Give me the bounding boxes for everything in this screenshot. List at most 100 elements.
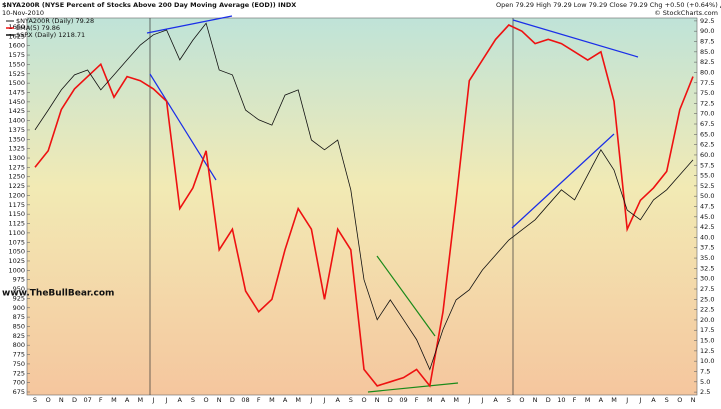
y-tick-label: 1500 (8, 79, 25, 87)
legend-title: $NYA200R (Daily) 79.28 (16, 17, 94, 25)
y2-tick-label: 50.0 (700, 192, 714, 200)
ohlc-info: Open 79.29 High 79.29 Low 79.29 Close 79… (496, 1, 721, 9)
y2-tick-label: 12.5 (700, 347, 714, 355)
x-tick-label: J (625, 396, 628, 404)
trendline (367, 382, 459, 393)
x-tick-label: S (349, 396, 353, 404)
x-tick-label: J (151, 396, 154, 404)
y-tick-label: 800 (13, 341, 25, 349)
y-tick-label: 750 (13, 360, 25, 368)
y2-tick-label: 82.5 (700, 58, 714, 66)
x-tick-label: N (691, 396, 696, 404)
x-tick-label: A (125, 396, 130, 404)
y-tick-label: 1050 (8, 248, 25, 256)
y2-tick-label: 85.0 (700, 48, 714, 56)
y2-tick-label: 40.0 (700, 233, 714, 241)
trendline (149, 73, 217, 181)
y-tick-label: 1150 (8, 210, 25, 218)
y2-tick-label: 30.0 (700, 275, 714, 283)
y2-tick-label: 52.5 (700, 182, 714, 190)
x-tick-label: A (335, 396, 340, 404)
y-tick-label: 1300 (8, 154, 25, 162)
series-line (34, 24, 694, 388)
y-tick-label: 1250 (8, 173, 25, 181)
y2-tick-label: 10.0 (700, 357, 714, 365)
y2-tick-label: 25.0 (700, 295, 714, 303)
x-tick-label: A (651, 396, 656, 404)
y2-tick-label: 55.0 (700, 172, 714, 180)
y2-tick-label: 92.5 (700, 17, 714, 25)
y-tick-label: 1550 (8, 60, 25, 68)
y2-tick-label: 77.5 (700, 79, 714, 87)
y2-tick-label: 72.5 (700, 99, 714, 107)
x-tick-label: M (269, 396, 275, 404)
x-tick-label: O (46, 396, 51, 404)
x-tick-label: M (137, 396, 143, 404)
y2-tick-label: 62.5 (700, 141, 714, 149)
x-tick-label: O (519, 396, 524, 404)
y-tick-label: 1425 (8, 107, 25, 115)
watermark: www.TheBullBear.com (2, 289, 114, 299)
y2-tick-label: 80.0 (700, 68, 714, 76)
y-tick-label: 1025 (8, 257, 25, 265)
y-tick-label: 875 (13, 313, 25, 321)
y2-tick-label: 65.0 (700, 130, 714, 138)
x-tick-label: O (361, 396, 366, 404)
y-tick-label: 1450 (8, 98, 25, 106)
y-tick-label: 975 (13, 276, 25, 284)
x-tick-label: F (257, 396, 261, 404)
y-tick-label: 1625 (8, 32, 25, 40)
x-tick-label: M (427, 396, 433, 404)
y-tick-label: 675 (13, 388, 25, 396)
x-tick-label: A (493, 396, 498, 404)
y2-tick-label: 7.5 (700, 367, 710, 375)
y-tick-label: 950 (13, 285, 25, 293)
y-tick-label: 1075 (8, 238, 25, 246)
y2-tick-label: 2.5 (700, 388, 710, 396)
drawn-lines (146, 15, 639, 393)
x-tick-label: J (638, 396, 641, 404)
y2-tick-label: 22.5 (700, 306, 714, 314)
trendline (512, 19, 639, 58)
y2-tick-label: 60.0 (700, 151, 714, 159)
x-tick-label: A (441, 396, 446, 404)
y2-tick-label: 47.5 (700, 203, 714, 211)
x-tick-label: S (665, 396, 669, 404)
copyright: © StockCharts.com (654, 9, 718, 17)
y2-tick-label: 87.5 (700, 38, 714, 46)
x-tick-label: M (295, 396, 301, 404)
y2-tick-label: 32.5 (700, 264, 714, 272)
x-tick-label: S (33, 396, 37, 404)
y2-tick-label: 75.0 (700, 89, 714, 97)
y2-tick-label: 45.0 (700, 213, 714, 221)
y-tick-label: 1375 (8, 126, 25, 134)
series-line (34, 22, 694, 371)
trendline (376, 255, 436, 337)
y-tick-label: 1600 (8, 42, 25, 50)
x-tick-label: O (677, 396, 682, 404)
x-tick-label: A (283, 396, 288, 404)
trendline (511, 133, 615, 229)
x-tick-label: O (204, 396, 209, 404)
x-tick-label: D (230, 396, 235, 404)
y-tick-label: 1125 (8, 220, 25, 228)
x-tick-label: A (178, 396, 183, 404)
y-tick-label: 925 (13, 294, 25, 302)
x-tick-label: F (99, 396, 103, 404)
y-tick-label: 1100 (8, 229, 25, 237)
x-tick-label: D (72, 396, 77, 404)
y-tick-label: 1275 (8, 163, 25, 171)
y2-tick-label: 20.0 (700, 316, 714, 324)
x-tick-label: M (453, 396, 459, 404)
y-tick-label: 1575 (8, 51, 25, 59)
x-tick-label: M (611, 396, 617, 404)
y-tick-label: 1200 (8, 191, 25, 199)
x-tick-label: J (309, 396, 312, 404)
x-tick-label: M (111, 396, 117, 404)
x-tick-label: 09 (399, 396, 407, 404)
plot-area (27, 18, 697, 395)
x-tick-label: J (480, 396, 483, 404)
x-tick-label: S (507, 396, 511, 404)
chart-date: 10-Nov-2010 (2, 9, 44, 17)
x-tick-label: J (323, 396, 326, 404)
